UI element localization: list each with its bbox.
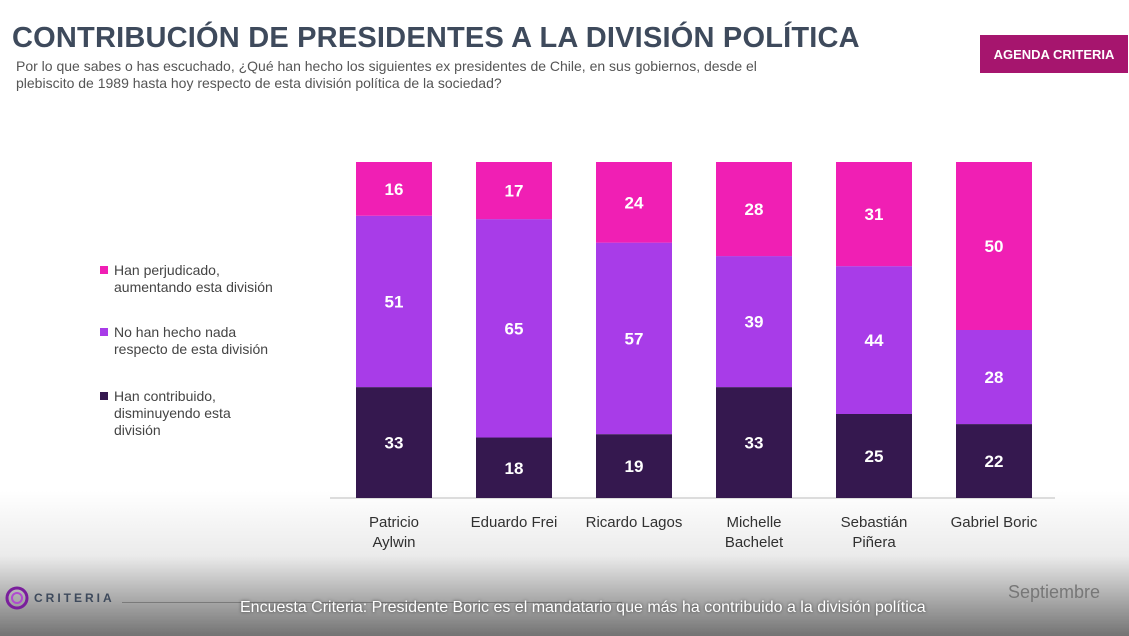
bar-segment-nada	[596, 242, 672, 435]
data-label: 16	[385, 180, 404, 199]
bar-segment-contribuido	[836, 414, 912, 498]
date-label: Septiembre	[1008, 582, 1101, 602]
subtitle-line-2: plebiscito de 1989 hasta hoy respecto de…	[16, 75, 502, 91]
bar-segment-nada	[716, 256, 792, 388]
legend-item-nada: No han hecho nada respecto de esta divis…	[100, 324, 314, 358]
criteria-logo: CRITERIA	[4, 585, 115, 611]
bar-segment-contribuido	[476, 437, 552, 498]
footer-divider	[122, 602, 622, 603]
data-label: 65	[505, 319, 524, 338]
category-label: Ricardo Lagos	[586, 514, 683, 531]
legend-line: disminuyendo esta	[114, 405, 231, 421]
data-label: 24	[625, 193, 644, 212]
bar-segment-perjudicado	[956, 162, 1032, 330]
news-caption: Encuesta Criteria: Presidente Boric es e…	[240, 599, 926, 616]
data-label: 22	[985, 452, 1004, 471]
legend-line: No han hecho nada	[114, 324, 237, 340]
chart-subtitle: Por lo que sabes o has escuchado, ¿Qué h…	[16, 58, 916, 92]
data-label: 18	[505, 459, 524, 478]
category-label: Patricio	[369, 514, 419, 531]
bar-segment-perjudicado	[716, 162, 792, 257]
data-label: 33	[385, 434, 404, 453]
data-label: 28	[745, 200, 764, 219]
data-label: 17	[505, 182, 524, 201]
legend-item-perjudicado: Han perjudicado, aumentando esta divisió…	[100, 262, 314, 296]
category-label: Bachelet	[725, 534, 784, 551]
agenda-criteria-badge: AGENDA CRITERIA	[980, 35, 1128, 73]
legend-swatch-purple	[100, 328, 108, 336]
legend-line: Han perjudicado,	[114, 262, 220, 278]
category-label: Piñera	[852, 534, 896, 551]
bar-segment-contribuido	[356, 387, 432, 498]
legend-swatch-dark	[100, 392, 108, 400]
category-label: Sebastián	[841, 514, 908, 531]
category-label: Aylwin	[372, 534, 415, 551]
bar-segment-perjudicado	[356, 162, 432, 216]
legend-line: aumentando esta división	[114, 279, 273, 295]
bar-segment-perjudicado	[836, 162, 912, 267]
bar-segment-contribuido	[596, 434, 672, 498]
bar-segment-nada	[836, 266, 912, 414]
data-label: 25	[865, 447, 884, 466]
bar-segment-contribuido	[716, 387, 792, 498]
data-label: 28	[985, 368, 1004, 387]
legend-line: Han contribuido,	[114, 388, 216, 404]
legend-swatch-pink	[100, 266, 108, 274]
data-label: 39	[745, 313, 764, 332]
legend-line: división	[114, 422, 161, 438]
data-label: 51	[385, 292, 404, 311]
data-label: 33	[745, 434, 764, 453]
criteria-logo-text: CRITERIA	[34, 591, 115, 605]
category-label: Michelle	[726, 514, 781, 531]
bar-segment-nada	[476, 219, 552, 438]
criteria-logo-icon	[5, 586, 29, 610]
chart-title: CONTRIBUCIÓN DE PRESIDENTES A LA DIVISIÓ…	[12, 22, 860, 54]
category-label: Eduardo Frei	[471, 514, 558, 531]
bar-segment-nada	[356, 215, 432, 388]
data-label: 19	[625, 457, 644, 476]
bar-segment-contribuido	[956, 424, 1032, 498]
data-label: 50	[985, 237, 1004, 256]
data-label: 31	[865, 205, 884, 224]
data-label: 57	[625, 329, 644, 348]
data-label: 44	[865, 331, 884, 350]
bar-segment-perjudicado	[596, 162, 672, 243]
bar-segment-nada	[956, 330, 1032, 425]
legend-item-contribuido: Han contribuido, disminuyendo esta divis…	[100, 388, 314, 439]
subtitle-line-1: Por lo que sabes o has escuchado, ¿Qué h…	[16, 58, 757, 74]
bar-segment-perjudicado	[476, 162, 552, 220]
legend-line: respecto de esta división	[114, 341, 269, 357]
category-label: Gabriel Boric	[951, 514, 1038, 531]
